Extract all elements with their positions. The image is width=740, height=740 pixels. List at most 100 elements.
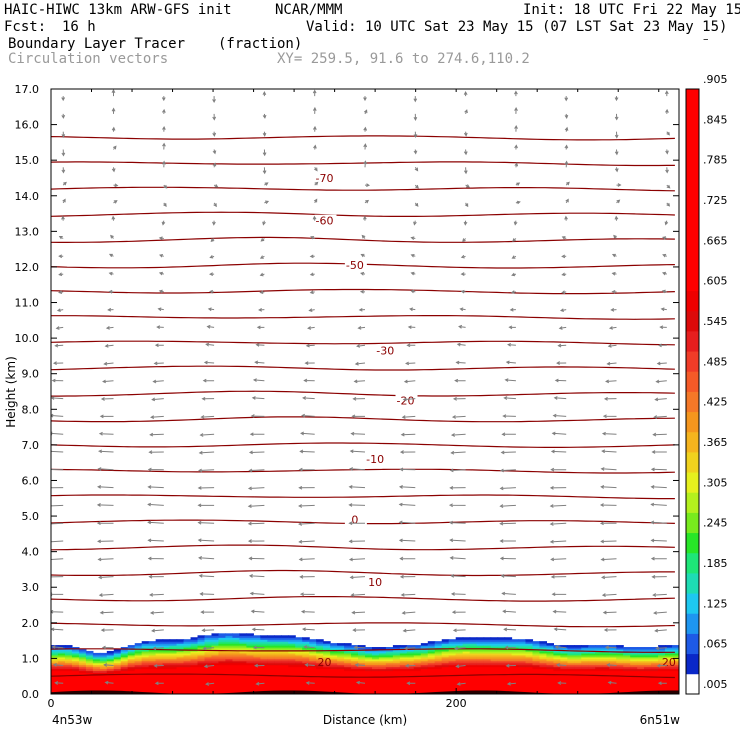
tracer-cell xyxy=(392,666,401,670)
wind-vector xyxy=(108,253,114,258)
tracer-cell xyxy=(532,684,541,687)
tracer-cell xyxy=(183,666,192,670)
tracer-cell xyxy=(553,652,561,656)
tracer-cell xyxy=(448,643,457,646)
wind-vector xyxy=(255,681,265,686)
tracer-cell xyxy=(476,684,485,687)
tracer-cell xyxy=(595,654,603,658)
tracer-cell xyxy=(218,641,227,644)
tracer-cell xyxy=(497,645,506,648)
tracer-cell xyxy=(169,641,178,644)
wind-vector xyxy=(549,522,567,526)
tracer-cell xyxy=(337,645,345,648)
wind-vector xyxy=(348,521,365,526)
wind-vector xyxy=(55,326,64,330)
plot-frame xyxy=(50,88,680,695)
tracer-cell xyxy=(539,666,548,670)
tracer-cell xyxy=(672,688,679,691)
tracer-cell xyxy=(78,650,87,654)
tracer-cell xyxy=(274,650,282,654)
tracer-cell xyxy=(623,664,631,668)
wind-vector xyxy=(464,109,468,115)
tracer-cell xyxy=(85,656,94,660)
tracer-cell xyxy=(71,676,80,679)
tracer-cell xyxy=(553,668,561,672)
tracer-cell xyxy=(483,637,492,640)
tracer-cell xyxy=(330,643,338,646)
tracer-cell xyxy=(295,676,303,679)
tracer-cell xyxy=(567,650,575,654)
tracer-cell xyxy=(483,678,492,681)
tracer-cell xyxy=(518,658,527,662)
tracer-cell xyxy=(371,686,380,689)
tracer-cell xyxy=(120,652,129,656)
wind-vector xyxy=(352,396,366,401)
tracer-cell xyxy=(595,656,603,660)
tracer-cell xyxy=(246,678,254,681)
tracer-cell xyxy=(344,652,352,656)
tracer-cell xyxy=(155,654,164,658)
tracer-cell xyxy=(637,654,645,658)
tracer-cell xyxy=(490,660,499,664)
tracer-cell xyxy=(476,648,485,652)
tracer-cell xyxy=(511,650,520,654)
tracer-cell xyxy=(455,672,464,676)
tracer-cell xyxy=(420,645,429,648)
tracer-cell xyxy=(190,688,199,691)
wind-vector xyxy=(607,680,617,685)
y-tick-label: 1.0 xyxy=(22,652,40,665)
tracer-cell xyxy=(169,686,178,689)
tracer-cell xyxy=(85,672,94,676)
tracer-cell xyxy=(134,647,143,650)
tracer-cell xyxy=(441,668,450,672)
wind-vector xyxy=(364,199,370,204)
tracer-cell xyxy=(518,650,527,654)
tracer-cell xyxy=(630,690,638,693)
tracer-cell xyxy=(637,676,645,679)
wind-vector xyxy=(452,396,466,401)
tracer-cell xyxy=(204,654,213,658)
tracer-cell xyxy=(448,648,457,652)
y-tick-label: 0.0 xyxy=(22,688,40,701)
tracer-cell xyxy=(358,672,366,676)
wind-vector xyxy=(552,413,567,418)
wind-vector xyxy=(158,289,164,294)
tracer-cell xyxy=(260,688,268,691)
colorbar-swatch xyxy=(686,149,699,171)
tracer-cell xyxy=(553,660,561,664)
tracer-cell xyxy=(399,650,408,654)
tracer-cell xyxy=(344,684,352,687)
tracer-cell xyxy=(490,658,499,662)
tracer-cell xyxy=(246,684,254,687)
wind-vector xyxy=(356,343,366,348)
tracer-cell xyxy=(204,662,213,666)
tracer-cell xyxy=(351,682,359,685)
tracer-cell xyxy=(309,674,317,677)
tracer-cell xyxy=(490,662,499,666)
tracer-cell xyxy=(316,660,324,664)
tracer-cell xyxy=(330,645,338,648)
tracer-cell xyxy=(539,645,548,648)
tracer-cell xyxy=(323,647,331,650)
circulation-vectors xyxy=(51,89,671,686)
tracer-cell xyxy=(476,688,485,691)
tracer-cell xyxy=(413,684,422,687)
tracer-cell xyxy=(567,690,575,693)
tracer-cell xyxy=(57,668,66,672)
tracer-cell xyxy=(630,656,638,660)
tracer-cell xyxy=(92,676,101,679)
tracer-cell xyxy=(469,639,478,642)
tracer-cell xyxy=(302,674,310,677)
tracer-cell xyxy=(57,690,66,693)
y-tick-label: 5.0 xyxy=(22,510,40,523)
wind-vector xyxy=(351,414,366,419)
wind-vector xyxy=(58,254,64,259)
tracer-cell xyxy=(274,641,282,644)
tracer-cell xyxy=(225,656,234,660)
tracer-cell xyxy=(71,684,80,687)
tracer-cell xyxy=(546,654,554,658)
wind-vector xyxy=(353,645,366,650)
tracer-cell xyxy=(616,676,624,679)
tracer-cell xyxy=(560,680,568,683)
tracer-cell xyxy=(469,650,478,654)
